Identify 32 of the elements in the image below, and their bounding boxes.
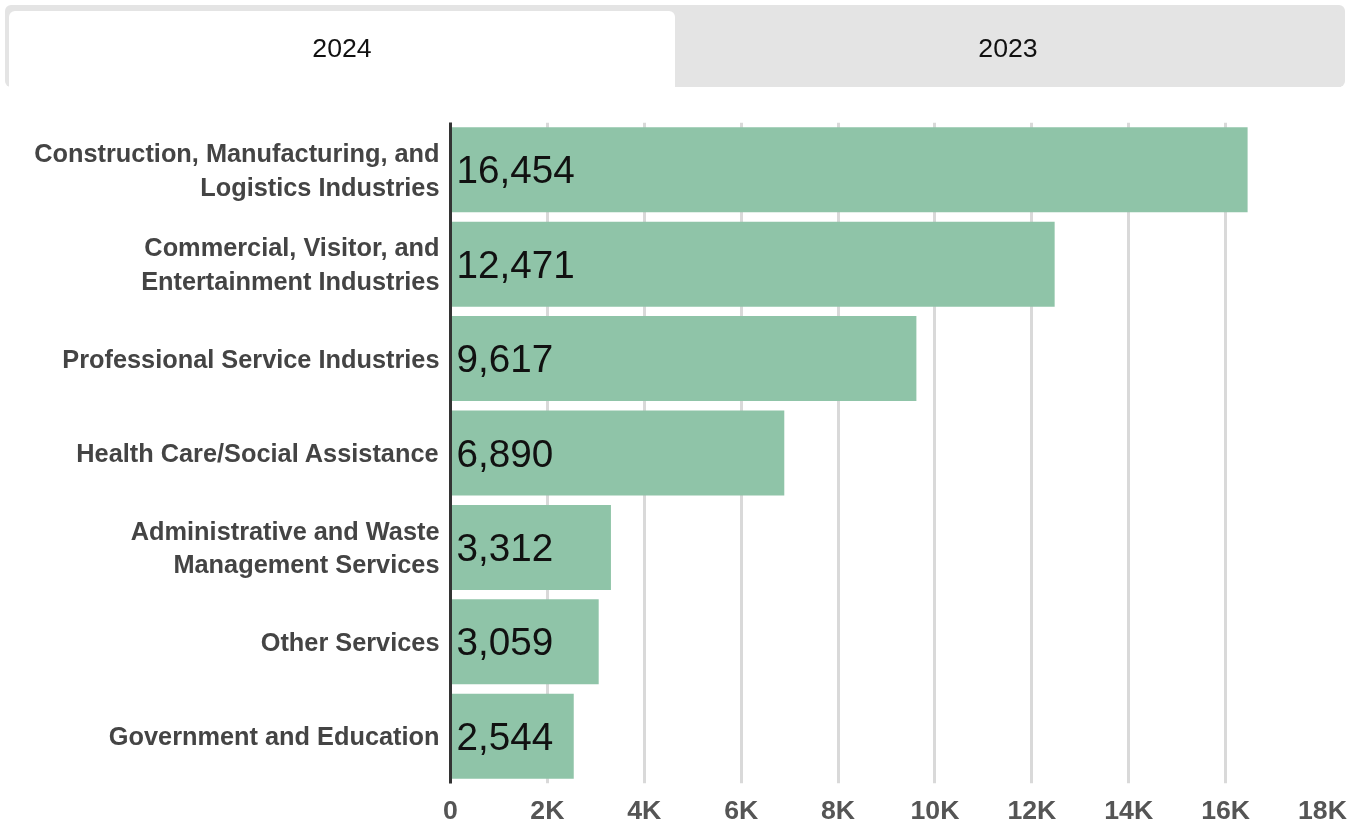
data-label: 16,454	[456, 148, 575, 192]
text: 2023	[675, 11, 1341, 88]
x-tick-label: 8K	[821, 794, 856, 824]
bar	[450, 410, 785, 496]
y-tick-label: Administrative and Waste Management Services	[130, 516, 440, 579]
data-label: 2,544	[456, 714, 554, 758]
bar	[450, 221, 1055, 307]
data-label: 6,890	[456, 431, 554, 475]
y-tick-label: Government and Education	[108, 722, 440, 751]
x-tick-label: 0	[443, 794, 458, 824]
x-tick-label: 14K	[1104, 794, 1154, 824]
data-label: 3,059	[456, 620, 554, 664]
x-tick-label: 18K	[1298, 794, 1347, 824]
x-tick-label: 4K	[627, 794, 662, 824]
data-label: 3,312	[456, 525, 554, 569]
bar	[450, 127, 1248, 213]
text: 2024	[9, 11, 675, 88]
x-tick-label: 2K	[530, 794, 565, 824]
y-tick-label: Commercial, Visitor, and Entertainment Industries	[141, 233, 440, 295]
x-tick-label: 10K	[910, 794, 960, 824]
x-tick-label: 6K	[724, 794, 759, 824]
y-tick-label: Other Services	[260, 627, 440, 656]
y-tick-label: Health Care/Social Assistance	[76, 439, 439, 467]
y-tick-label: Construction, Manufacturing, and Logistics Industries	[34, 138, 440, 201]
x-tick-label: 12K	[1007, 794, 1057, 824]
data-label: 9,617	[456, 337, 554, 381]
data-label: 12,471	[456, 242, 575, 286]
y-tick-label: Professional Service Industries	[62, 344, 440, 373]
x-tick-label: 16K	[1201, 794, 1251, 824]
bar	[450, 599, 599, 685]
bar	[450, 504, 611, 590]
bar	[450, 316, 917, 402]
